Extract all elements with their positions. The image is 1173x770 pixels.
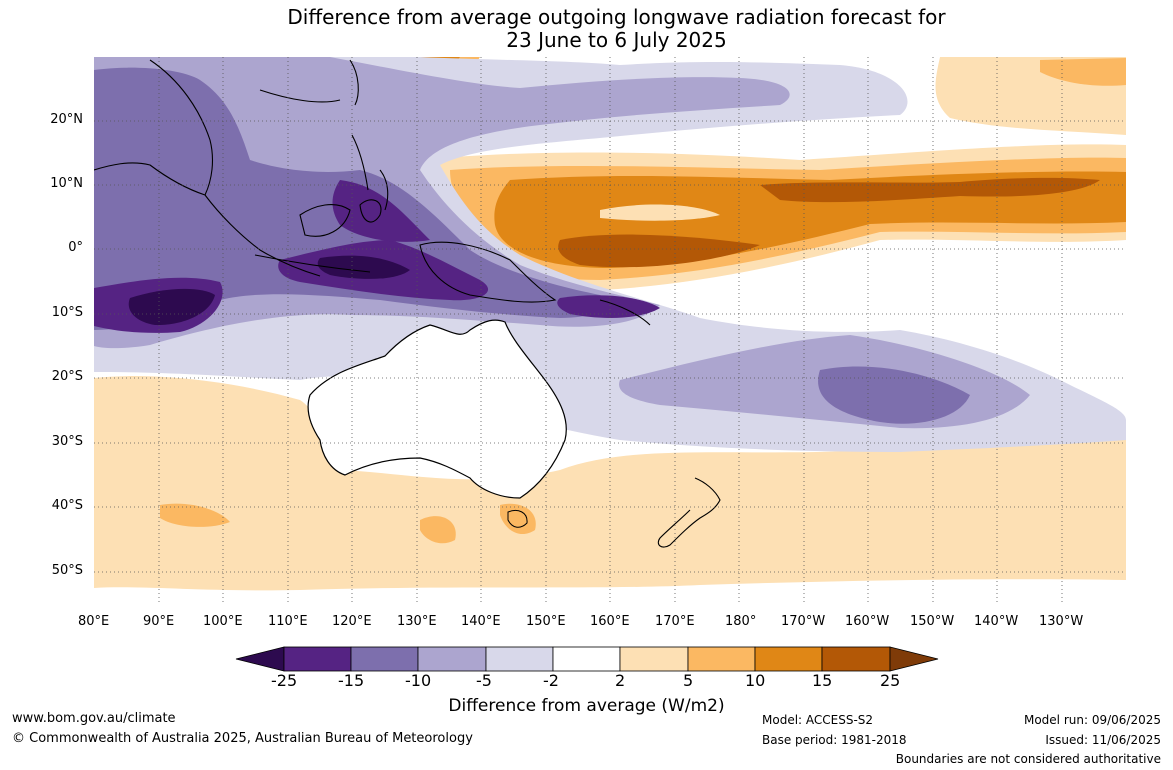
anomaly-region <box>557 295 660 318</box>
map-title-line-2: 23 June to 6 July 2025 <box>506 28 727 52</box>
maritime-continent-coastlines <box>94 59 651 326</box>
colorbar <box>235 646 939 672</box>
colorbar-bin <box>417 646 487 672</box>
anomaly-region <box>94 376 1126 591</box>
lon-label: 130°W <box>1039 614 1084 629</box>
anomaly-field <box>94 57 1126 605</box>
lat-label: 10°N <box>50 176 83 191</box>
lon-label: 170°E <box>655 614 695 629</box>
anomaly-region <box>420 516 456 544</box>
colorbar-bin <box>754 646 823 672</box>
colorbar-tick-label: -2 <box>543 671 559 690</box>
colorbar-extend-high <box>889 646 939 672</box>
lat-label: 0° <box>68 240 83 255</box>
lon-label: 120°E <box>332 614 372 629</box>
tasmania-landmass <box>507 509 528 528</box>
colorbar-tick-label: 15 <box>812 671 833 690</box>
colorbar-tick-label: -25 <box>271 671 298 690</box>
lon-label: 110°E <box>268 614 308 629</box>
lon-label: 140°W <box>974 614 1019 629</box>
colorbar-bin <box>350 646 419 672</box>
colorbar-bin <box>283 646 352 672</box>
colorbar-tick-label: 10 <box>745 671 766 690</box>
lon-label: 140°E <box>461 614 501 629</box>
colorbar-bin <box>619 646 689 672</box>
base-period-text: Base period: 1981-2018 <box>762 733 907 747</box>
anomaly-region <box>128 288 215 326</box>
colorbar-extend-low <box>235 646 285 672</box>
anomaly-region <box>1040 58 1126 86</box>
anomaly-region <box>558 234 760 268</box>
model-run-text: Model run: 09/06/2025 <box>1023 713 1161 727</box>
lat-label: 30°S <box>51 434 83 449</box>
lat-label: 50°S <box>51 563 83 578</box>
lat-label: 20°S <box>51 369 83 384</box>
lon-label: 100°E <box>203 614 243 629</box>
colorbar-title: Difference from average (W/m2) <box>448 696 725 716</box>
lon-label: 150°E <box>526 614 566 629</box>
copyright-text: © Commonwealth of Australia 2025, Austra… <box>12 731 473 746</box>
lon-label: 90°E <box>143 614 175 629</box>
map-title-line-1: Difference from average outgoing longwav… <box>287 5 946 29</box>
anomaly-region <box>760 177 1100 203</box>
anomaly-region <box>818 366 970 424</box>
colorbar-bin <box>687 646 756 672</box>
lon-label: 180° <box>725 614 757 629</box>
colorbar-bin <box>821 646 891 672</box>
new-zealand-landmass <box>657 477 721 548</box>
lon-label: 160°W <box>845 614 890 629</box>
colorbar-tick-label: -10 <box>405 671 432 690</box>
issued-text: Issued: 11/06/2025 <box>1045 733 1161 747</box>
lon-label: 80°E <box>78 614 110 629</box>
lat-label: 40°S <box>51 498 83 513</box>
colorbar-tick-label: 5 <box>683 671 694 690</box>
boundaries-note: Boundaries are not considered authoritat… <box>895 752 1161 766</box>
lat-label: 20°N <box>50 112 83 127</box>
lon-label: 130°E <box>397 614 437 629</box>
lat-label: 10°S <box>51 305 83 320</box>
model-text: Model: ACCESS-S2 <box>762 713 874 727</box>
anomaly-region <box>160 503 230 527</box>
anomaly-region <box>600 204 720 221</box>
lon-label: 150°W <box>910 614 955 629</box>
colorbar-tick-label: 2 <box>615 671 626 690</box>
colorbar-tick-label: -5 <box>476 671 492 690</box>
australia-landmass <box>307 319 567 499</box>
anomaly-region <box>317 255 410 279</box>
graticule <box>94 57 1126 605</box>
lon-label: 170°W <box>781 614 826 629</box>
lon-label: 160°E <box>590 614 630 629</box>
colorbar-tick-label: 25 <box>880 671 901 690</box>
colorbar-bin <box>552 646 621 672</box>
website-text: www.bom.gov.au/climate <box>12 711 176 726</box>
colorbar-tick-label: -15 <box>338 671 365 690</box>
colorbar-bin <box>485 646 554 672</box>
